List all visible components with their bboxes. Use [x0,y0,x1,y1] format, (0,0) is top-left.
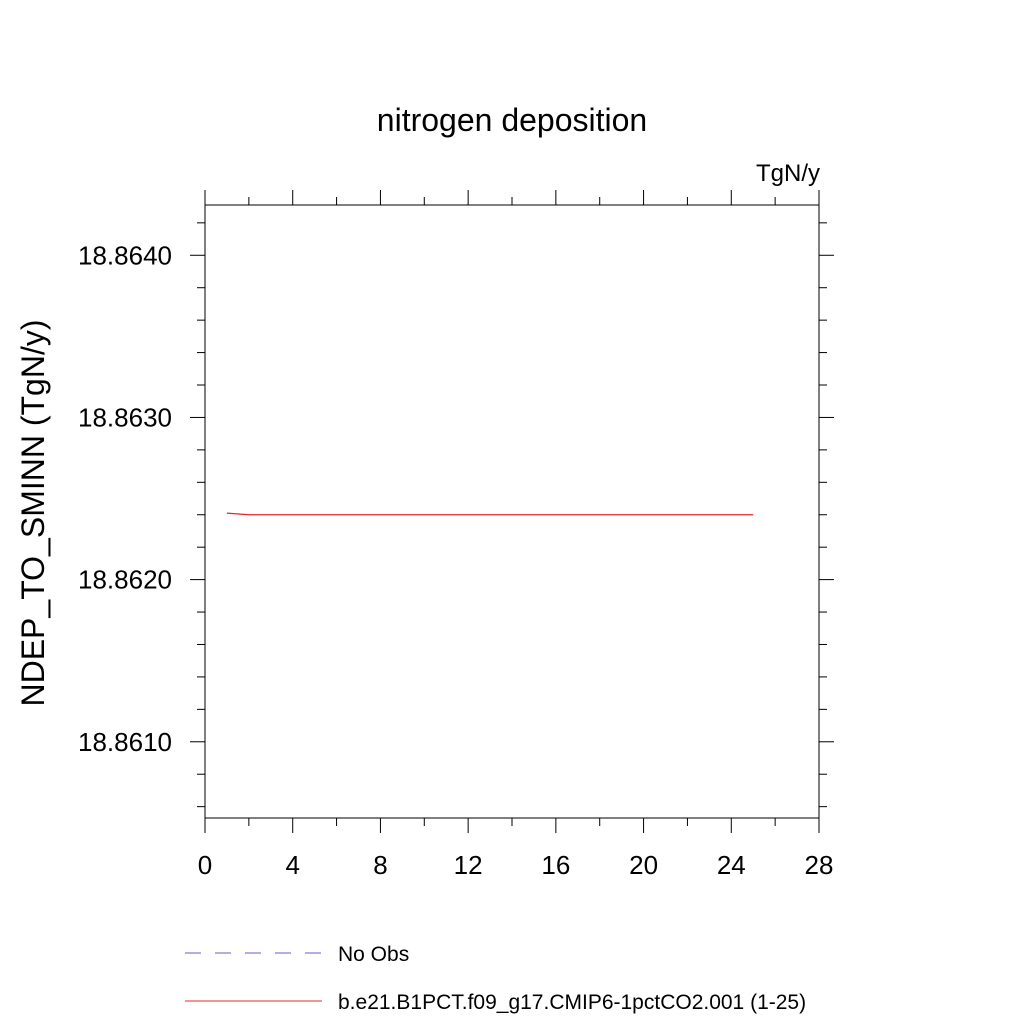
x-tick-label: 24 [717,850,746,880]
legend: No Obs b.e21.B1PCT.f09_g17.CMIP6-1pctCO2.… [185,943,806,1014]
series-line-1 [226,512,754,516]
legend-label: No Obs [338,943,409,966]
x-tick-label: 28 [805,850,834,880]
chart-title: nitrogen deposition [377,102,647,138]
y-tick-label: 18.8640 [78,240,172,270]
units-label: TgN/y [756,160,820,187]
y-tick-label: 18.8620 [78,565,172,595]
plot-frame [204,204,820,819]
y-axis-label: NDEP_TO_SMINN (TgN/y) [15,319,51,706]
y-tick-label: 18.8630 [78,402,172,432]
y-tick-label: 18.8610 [78,727,172,757]
axis-tick-labels: 0 4 8 12 16 20 24 28 18.8610 18.8620 18.8630 18.864… [78,240,833,880]
x-tick-label: 4 [285,850,299,880]
series-layer [226,512,754,516]
x-tick-label: 0 [198,850,212,880]
x-tick-label: 16 [541,850,570,880]
legend-label: b.e21.B1PCT.f09_g17.CMIP6-1pctCO2.001 (1… [338,991,806,1014]
x-tick-label: 20 [629,850,658,880]
x-tick-label: 8 [373,850,387,880]
x-tick-label: 12 [454,850,483,880]
axis-ticks [190,190,834,833]
